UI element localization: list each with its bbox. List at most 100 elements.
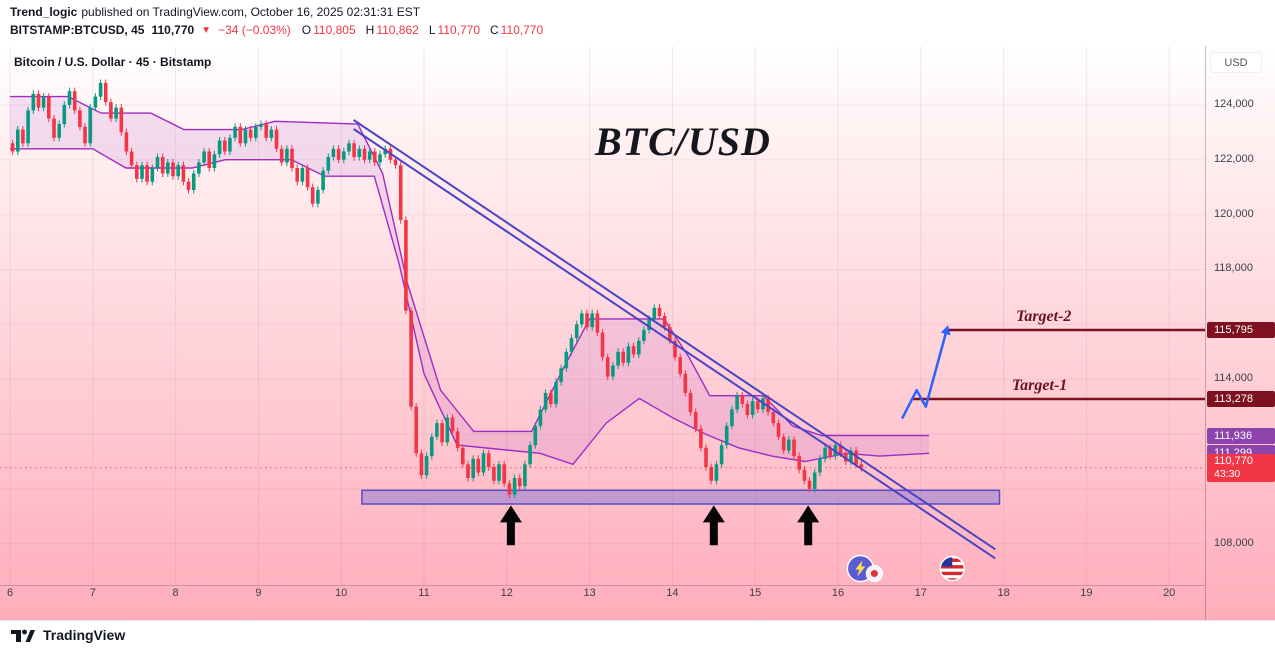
support-zone-rectangle[interactable]	[361, 489, 1001, 505]
close-label: C	[490, 23, 499, 37]
candle-body	[217, 140, 222, 155]
x-axis-tick-label: 7	[89, 587, 96, 599]
candle-body	[435, 423, 439, 437]
candle-body	[631, 346, 636, 355]
y-axis-tick-label: 124,000	[1214, 97, 1254, 110]
candle-body	[621, 351, 625, 363]
candle-body	[233, 126, 237, 138]
candle-body	[419, 453, 424, 476]
black-up-arrow[interactable]	[499, 505, 522, 546]
candle-body	[254, 126, 258, 138]
time-axis[interactable]: 6 7 8 9 10 11 12 13 14 15 16 17 18 19 20	[0, 587, 1205, 607]
y-axis-tick-label: 122,000	[1214, 152, 1254, 165]
price-badge: 113,278	[1207, 391, 1275, 408]
tradingview-logo-icon[interactable]	[10, 624, 36, 646]
candle-body	[310, 187, 315, 204]
candle-body	[486, 453, 491, 467]
x-axis-tick-label: 17	[914, 587, 927, 599]
candle-body	[176, 165, 180, 177]
author-name[interactable]: Trend_logic	[10, 5, 78, 19]
candle-body	[409, 310, 413, 407]
candle-body	[595, 313, 600, 333]
candle-body	[124, 132, 129, 152]
candle-body	[559, 368, 563, 382]
us-flag-sticker-icon[interactable]	[939, 555, 966, 582]
candle-body	[155, 157, 160, 168]
candle-body	[212, 154, 217, 168]
candle-body	[450, 417, 455, 432]
candle-body	[797, 456, 801, 470]
candle-body	[823, 447, 827, 459]
candle-body	[735, 395, 739, 410]
descending-trendline[interactable]	[353, 119, 996, 551]
x-axis-tick-label: 14	[666, 587, 679, 599]
candle-body	[849, 450, 853, 462]
candle-body	[228, 137, 232, 152]
candle-body	[347, 143, 351, 152]
candle-body	[16, 129, 20, 152]
candle-body	[714, 464, 719, 481]
x-axis-tick-label: 19	[1080, 587, 1093, 599]
candle-body	[41, 96, 46, 108]
candle-body	[197, 162, 201, 174]
publish-info: published on TradingView.com, October 16…	[81, 5, 421, 19]
x-axis-tick-label: 11	[418, 587, 430, 599]
price-axis[interactable]: 124,000 122,000 120,000 118,000 114,000 108,0…	[1205, 46, 1275, 620]
bar-countdown: 43:30	[1214, 467, 1241, 480]
badge-price: 110,770	[1214, 454, 1253, 467]
candle-body	[771, 412, 776, 424]
candle-body	[362, 148, 367, 160]
candle-body	[859, 464, 864, 468]
candle-body	[383, 148, 387, 155]
target-label[interactable]: Target-1	[1011, 377, 1068, 395]
candle-body	[223, 140, 227, 152]
candle-body	[781, 436, 786, 451]
candle-body	[316, 189, 320, 204]
symbol-watermark: BTC/USD	[595, 119, 771, 164]
candle-body	[517, 478, 522, 487]
candle-body	[673, 340, 677, 358]
candle-body	[160, 157, 165, 174]
candle-body	[554, 382, 558, 404]
tradingview-brand-text[interactable]: TradingView	[43, 626, 126, 643]
candle-body	[259, 124, 263, 127]
currency-toggle-button[interactable]: USD	[1210, 52, 1262, 73]
candle-body	[119, 107, 124, 133]
y-axis-tick-label: 118,000	[1214, 262, 1253, 275]
x-axis-tick-label: 9	[255, 587, 262, 599]
candle-body	[507, 483, 512, 495]
candle-body	[626, 346, 631, 363]
candle-body	[812, 472, 817, 489]
descending-trendline[interactable]	[353, 128, 996, 560]
candle-body	[497, 464, 501, 481]
candle-body	[683, 373, 688, 393]
candle-body	[668, 327, 672, 341]
x-axis-tick-label: 13	[583, 587, 596, 599]
candle-body	[52, 118, 56, 138]
black-up-arrow[interactable]	[797, 505, 820, 546]
candle-body	[678, 357, 682, 374]
blue-zigzag-arrow[interactable]	[901, 332, 947, 419]
candle-body	[357, 148, 362, 157]
chart-plot-area[interactable]: Bitcoin / U.S. Dollar · 45 · Bitstamp BT…	[0, 46, 1275, 620]
black-up-arrow[interactable]	[702, 505, 725, 546]
candle-body	[414, 406, 418, 454]
candle-body	[181, 165, 186, 182]
candle-body	[616, 351, 620, 366]
target-label[interactable]: Target-2	[1016, 307, 1072, 325]
candle-body	[709, 467, 713, 481]
candle-body	[305, 168, 310, 188]
candle-body	[300, 168, 305, 182]
candle-body	[295, 168, 299, 182]
x-axis-tick-label: 6	[6, 587, 14, 599]
candle-body	[724, 425, 729, 446]
lightning-sticker-icon[interactable]	[846, 554, 883, 583]
candle-body	[854, 450, 858, 465]
chart-legend[interactable]: Bitcoin / U.S. Dollar · 45 · Bitstamp	[14, 55, 212, 69]
symbol-title[interactable]: BITSTAMP:BTCUSD, 45	[10, 23, 145, 37]
ichimoku-span-b-line	[10, 148, 930, 466]
candle-body	[569, 338, 574, 352]
candle-body	[523, 464, 527, 487]
candle-body	[31, 93, 36, 111]
